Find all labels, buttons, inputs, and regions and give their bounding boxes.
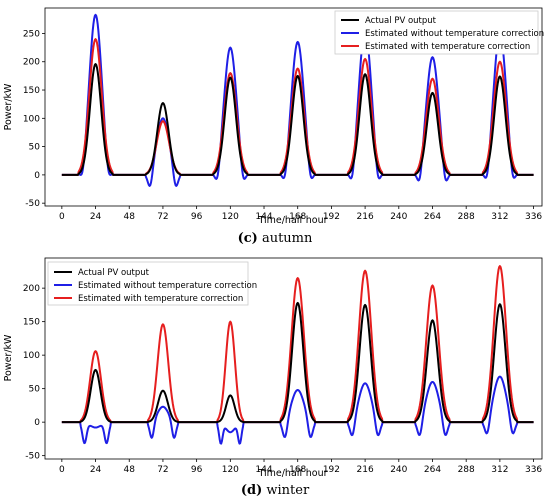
x-tick-label: 144 xyxy=(255,212,272,222)
x-tick-label: 72 xyxy=(157,212,168,222)
legend-box xyxy=(334,10,539,55)
chart-winter: 0 24 48 72 96 120 144 168 192 216 240 264 288 312 336 -… xyxy=(3,257,543,498)
y-tick-label: -50 xyxy=(25,199,40,209)
series-line-no-corr xyxy=(61,375,534,445)
x-tick-label: 96 xyxy=(191,465,203,475)
x-tick-label: 216 xyxy=(357,212,374,222)
legend-label-with-correction: Estimated with temperature correction xyxy=(365,42,530,52)
x-tick-label: 168 xyxy=(289,465,306,475)
x-tick-label: 120 xyxy=(222,212,239,222)
series-line-actual xyxy=(61,301,534,424)
legend-label-actual: Actual PV output xyxy=(365,16,437,26)
tick-labels: 0 24 48 72 96 120 144 168 192 216 240 264 288 312 336 -… xyxy=(23,284,543,475)
series-lines xyxy=(61,13,534,187)
x-tick-label: 312 xyxy=(491,465,508,475)
y-tick-label: 50 xyxy=(29,143,41,153)
x-tick-label: 48 xyxy=(124,212,136,222)
x-tick-label: 216 xyxy=(357,465,374,475)
legend-label-no-correction: Estimated without temperature correction xyxy=(78,281,257,291)
x-tick-label: 192 xyxy=(323,212,340,222)
x-tick-label: 144 xyxy=(255,465,272,475)
y-tick-label: 150 xyxy=(23,86,40,96)
legend-label-with-correction: Estimated with temperature correction xyxy=(78,294,243,304)
y-tick-label: 150 xyxy=(23,318,40,328)
chart-autumn: 0 24 48 72 96 120 144 168 192 216 240 264 288 312 336 -… xyxy=(3,7,544,246)
caption-winter: (d) winter xyxy=(241,483,310,498)
y-tick-label: 200 xyxy=(23,284,40,294)
x-axis-label: Time/half hour xyxy=(257,468,327,479)
y-tick-label: 100 xyxy=(23,351,40,361)
y-tick-label: -50 xyxy=(25,452,40,462)
x-tick-label: 0 xyxy=(59,212,65,222)
x-tick-label: 264 xyxy=(424,465,441,475)
y-tick-label: 100 xyxy=(23,114,40,124)
tick-labels: 0 24 48 72 96 120 144 168 192 216 240 264 288 312 336 -… xyxy=(23,29,543,222)
y-tick-label: 50 xyxy=(29,385,41,395)
plot-frame xyxy=(44,7,543,207)
y-tick-label: 0 xyxy=(34,171,40,181)
legend: Actual PV output Estimated without tempe… xyxy=(47,261,257,306)
x-axis-label: Time/half hour xyxy=(257,215,327,226)
x-tick-label: 192 xyxy=(323,465,340,475)
y-axis-label: Power/kW xyxy=(3,83,14,130)
x-tick-label: 24 xyxy=(90,465,102,475)
plot-frame xyxy=(44,257,543,460)
y-axis-label: Power/kW xyxy=(3,334,14,381)
caption-autumn: (c) autumn xyxy=(238,231,313,246)
legend-label-no-correction: Estimated without temperature correction xyxy=(365,29,544,39)
x-tick-label: 288 xyxy=(458,465,475,475)
x-tick-label: 168 xyxy=(289,212,306,222)
series-lines xyxy=(61,265,534,445)
legend: Actual PV output Estimated without tempe… xyxy=(334,10,544,55)
y-tick-label: 250 xyxy=(23,29,40,39)
x-tick-label: 312 xyxy=(491,212,508,222)
x-tick-label: 24 xyxy=(90,212,102,222)
series-line-actual xyxy=(61,63,534,176)
x-tick-label: 288 xyxy=(458,212,475,222)
x-tick-label: 240 xyxy=(390,465,407,475)
x-tick-label: 48 xyxy=(124,465,136,475)
x-tick-label: 336 xyxy=(525,212,542,222)
x-tick-label: 0 xyxy=(59,465,65,475)
x-tick-label: 336 xyxy=(525,465,542,475)
x-tick-label: 72 xyxy=(157,465,168,475)
x-tick-label: 120 xyxy=(222,465,239,475)
x-tick-label: 96 xyxy=(191,212,203,222)
y-tick-label: 200 xyxy=(23,58,40,68)
y-tick-label: 0 xyxy=(34,418,40,428)
legend-label-actual: Actual PV output xyxy=(78,268,150,278)
x-tick-label: 264 xyxy=(424,212,441,222)
x-tick-label: 240 xyxy=(390,212,407,222)
legend-box xyxy=(47,261,249,306)
series-line-corr xyxy=(61,38,534,176)
